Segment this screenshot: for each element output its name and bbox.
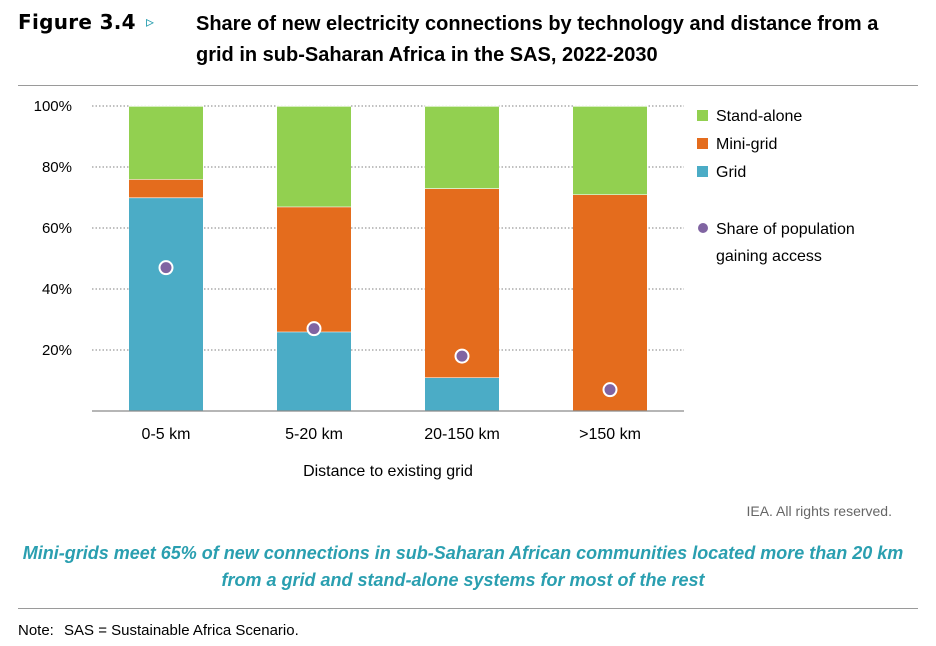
bars (129, 105, 647, 411)
figure-caption: Mini-grids meet 65% of new connections i… (22, 543, 904, 590)
population-marker (602, 382, 618, 398)
bar-segment-stand-alone (425, 106, 499, 189)
figure-arrow-icon: ▹ (146, 14, 155, 31)
bar-segment-stand-alone (129, 106, 203, 180)
note-text: SAS = Sustainable Africa Scenario. (64, 622, 299, 639)
legend-label: Grid (716, 164, 746, 181)
bar-segment-mini-grid (129, 179, 203, 198)
population-markers (158, 260, 618, 398)
legend-swatch (697, 138, 708, 149)
bottom-divider (18, 608, 918, 609)
y-tick-label: 40% (42, 281, 72, 298)
stacked-bar-chart: 20% 40% 60% 80% 100% 0-5 km 5-20 km 20-150 km >1… (34, 98, 855, 480)
population-marker (454, 348, 470, 364)
y-tick-label: 20% (42, 342, 72, 359)
bar-segment-stand-alone (573, 106, 647, 195)
y-tick-label: 80% (42, 159, 72, 176)
figure-label: Figure 3.4 (18, 10, 136, 34)
legend-marker (698, 223, 708, 233)
bar-segment-mini-grid (425, 188, 499, 378)
note-label: Note: (18, 622, 54, 639)
bar-segment-grid (129, 197, 203, 411)
legend-swatch (697, 110, 708, 121)
top-divider (18, 85, 918, 86)
legend-label: Stand-alone (716, 108, 802, 125)
bar-segment-mini-grid (573, 194, 647, 411)
population-marker (158, 260, 174, 276)
population-marker (306, 321, 322, 337)
bar-segment-grid (425, 377, 499, 411)
legend-label: Mini-grid (716, 136, 777, 153)
legend: Stand-alone Mini-grid Grid Share of populat… (697, 108, 855, 265)
figure-header: Figure 3.4 ▹ Share of new electricity co… (18, 6, 918, 76)
note: Note: SAS = Sustainable Africa Scenario. (18, 622, 299, 639)
figure-title: Share of new electricity connections by … (196, 13, 879, 66)
bar-segment-stand-alone (277, 106, 351, 207)
x-tick-label: >150 km (579, 426, 641, 443)
legend-swatch (697, 166, 708, 177)
legend-marker-label-line2: gaining access (716, 248, 822, 265)
x-tick-label: 20-150 km (424, 426, 500, 443)
x-tick-label: 5-20 km (285, 426, 343, 443)
x-tick-label: 0-5 km (142, 426, 191, 443)
x-axis-title: Distance to existing grid (303, 463, 473, 480)
axes: 20% 40% 60% 80% 100% 0-5 km 5-20 km 20-150 km >1… (34, 98, 684, 480)
legend-marker-label-line1: Share of population (716, 221, 855, 238)
y-tick-label: 100% (34, 98, 72, 115)
copyright: IEA. All rights reserved. (746, 503, 892, 519)
bar-segment-mini-grid (277, 206, 351, 332)
y-tick-label: 60% (42, 220, 72, 237)
bar-segment-grid (277, 331, 351, 411)
